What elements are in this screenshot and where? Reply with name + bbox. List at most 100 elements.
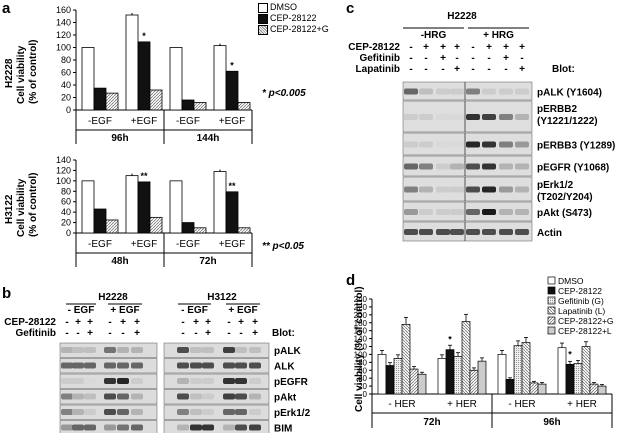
a-top-time-label: 144h xyxy=(197,133,220,144)
legend-swatch-cep xyxy=(258,14,268,24)
c-blot-header: Blot: xyxy=(552,64,575,75)
b-band xyxy=(235,409,247,415)
d-legend-swatch xyxy=(547,306,556,315)
d-bar xyxy=(565,363,575,395)
d-bar xyxy=(589,383,599,395)
c-band xyxy=(482,229,496,235)
b-gef-sign: - xyxy=(239,328,242,339)
b-gef-sign: - xyxy=(181,328,184,339)
c-gef-label: Gefitinib xyxy=(359,53,400,64)
c-band xyxy=(466,141,480,148)
a-bottom-bar xyxy=(137,181,151,234)
b-band xyxy=(61,378,73,384)
c-band xyxy=(436,229,450,235)
b-band xyxy=(131,424,143,431)
b-band xyxy=(84,362,96,369)
a-bottom-bar xyxy=(81,180,95,234)
a-top-sig-text: * p<0.005 xyxy=(262,88,306,99)
b-gef-sign: - xyxy=(65,328,68,339)
b-cep-sign: - xyxy=(181,317,184,328)
c-band xyxy=(419,88,433,95)
d-legend-label: DMSO xyxy=(558,276,584,286)
b-blot-strip-left xyxy=(59,420,158,433)
a-bottom-sig: ** p<0.05 xyxy=(262,242,304,252)
b-gef-sign: + xyxy=(252,328,258,339)
c-band xyxy=(419,141,433,148)
b-band xyxy=(84,409,96,415)
b-egf-label: + EGF xyxy=(228,305,257,316)
b-blot-strip-left xyxy=(59,342,158,358)
b-band xyxy=(177,393,189,400)
d-bar xyxy=(377,354,387,395)
b-blot-strip-right xyxy=(163,342,270,358)
a-top-ylabel: Cell viability xyxy=(16,45,27,104)
panel-letter-b: b xyxy=(2,285,12,302)
c-band xyxy=(499,88,513,95)
a-top-bar xyxy=(193,102,207,111)
d-cat-label: + HER xyxy=(447,399,477,410)
c-gef-sign: - xyxy=(487,53,490,64)
a-top-cat-label: +EGF xyxy=(131,116,157,127)
b-band xyxy=(72,347,84,353)
a-top-ytick-label: 40 xyxy=(61,80,71,90)
b-blot-strip-left xyxy=(59,373,158,389)
d-ylabel: Cell viability (% of control) xyxy=(354,286,365,412)
b-egf-label: - EGF xyxy=(181,305,208,316)
a-bottom-bar xyxy=(105,219,119,234)
c-lap-sign: - xyxy=(441,64,444,75)
b-band xyxy=(202,409,214,415)
legend-a: DMSO CEP-28122 CEP-28122+G xyxy=(258,2,338,42)
d-bar xyxy=(393,358,403,395)
b-band xyxy=(117,409,129,415)
c-band xyxy=(515,141,529,148)
d-time-label: 96h xyxy=(543,417,560,428)
c-band xyxy=(515,209,529,215)
a-bottom-ytick-label: 140 xyxy=(56,155,71,165)
c-band xyxy=(404,114,418,120)
c-band xyxy=(466,229,480,235)
a-top-bar xyxy=(125,14,139,111)
c-band xyxy=(482,88,496,95)
b-band xyxy=(202,362,214,369)
a-top-bar xyxy=(169,47,183,111)
a-top-cat-label: +EGF xyxy=(219,116,245,127)
a-bottom-star: ** xyxy=(228,181,236,191)
c-blot-strip xyxy=(402,132,533,156)
d-legend-label: Gefitinib (G) xyxy=(558,296,604,306)
b-group-label: H3122 xyxy=(207,292,237,303)
legend-swatch-combo xyxy=(258,25,268,35)
b-cep-sign: + xyxy=(205,317,211,328)
c-row-label: pERBB3 (Y1289) xyxy=(537,141,615,152)
b-band xyxy=(72,393,84,400)
c-band xyxy=(482,186,496,193)
a-top-ytick-label: 160 xyxy=(56,5,71,15)
d-star: * xyxy=(568,349,572,359)
a-bottom-ytick-label: 0 xyxy=(66,228,71,238)
c-band xyxy=(404,229,418,235)
b-band xyxy=(249,424,261,431)
a-top-sig: * p<0.005 xyxy=(262,89,306,99)
c-band xyxy=(450,163,464,170)
b-band xyxy=(235,347,247,353)
c-band xyxy=(515,88,529,95)
c-band xyxy=(450,88,464,95)
d-legend-swatch xyxy=(547,316,556,325)
c-band xyxy=(436,186,450,193)
c-band xyxy=(419,209,433,215)
c-cep-sign: - xyxy=(471,42,474,53)
b-band xyxy=(104,409,116,415)
c-gef-sign: + xyxy=(503,53,509,64)
legend-swatch-dmso xyxy=(258,3,268,13)
a-top-bar xyxy=(93,87,107,111)
b-band xyxy=(117,424,129,431)
b-band xyxy=(235,378,247,384)
a-bottom-ylabel2: (% of control) xyxy=(28,172,39,237)
a-bottom-ytick-label: 40 xyxy=(61,207,71,217)
b-band xyxy=(131,362,143,369)
a-top-cat-label: -EGF xyxy=(88,116,112,127)
c-band xyxy=(499,186,513,193)
c-band xyxy=(450,114,464,120)
c-gef-sign: - xyxy=(520,53,523,64)
